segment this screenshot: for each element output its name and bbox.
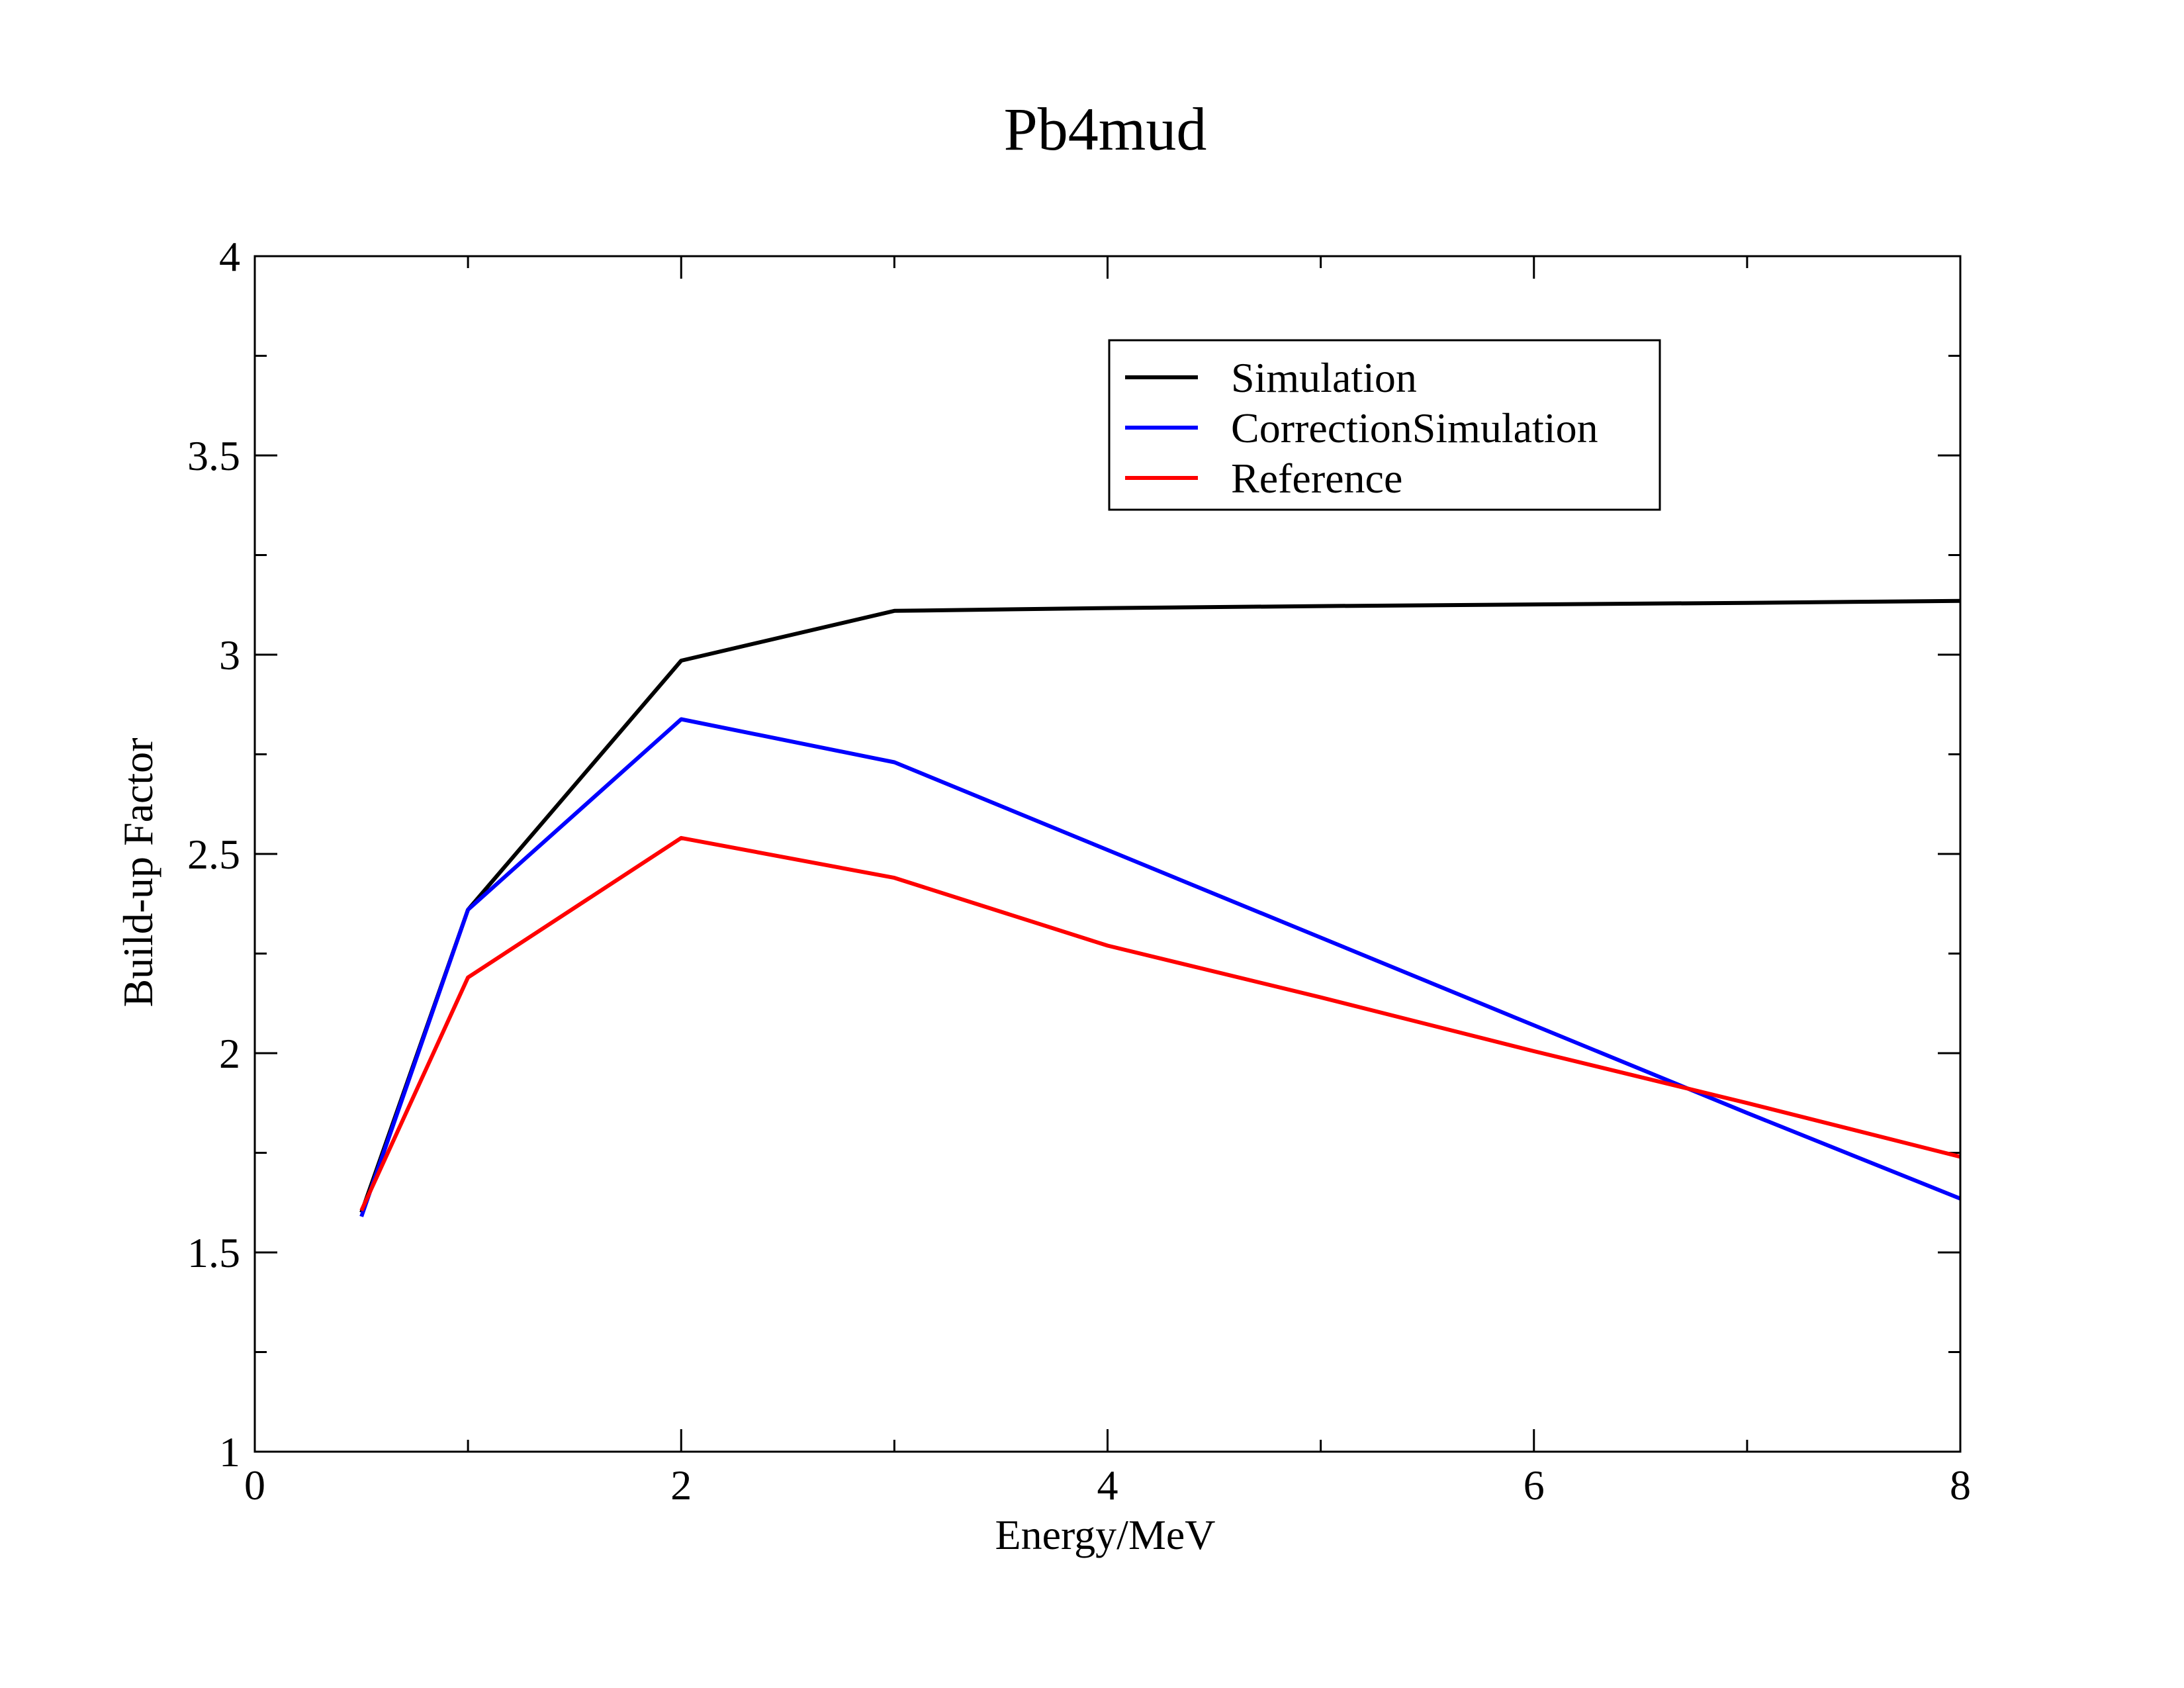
chart-title: Pb4mud: [1004, 95, 1207, 163]
legend-label: Simulation: [1231, 354, 1417, 401]
legend-box: [1108, 339, 1661, 511]
x-tick-label: 4: [1097, 1462, 1118, 1509]
y-tick-label: 1.5: [187, 1229, 240, 1276]
series-line-correctionsimulation: [359, 717, 1960, 1217]
y-tick-label: 1: [219, 1429, 240, 1476]
y-tick-label: 3: [219, 632, 240, 679]
y-tick-label: 3.5: [187, 432, 240, 479]
legend-label: Reference: [1231, 455, 1402, 502]
series-line-reference: [359, 835, 1960, 1212]
x-tick-label: 8: [1950, 1462, 1971, 1509]
y-tick-label: 2: [219, 1030, 240, 1077]
series-line-simulation: [359, 598, 1960, 1213]
legend-label: CorrectionSimulation: [1231, 404, 1598, 451]
x-axis-label: Energy/MeV: [995, 1511, 1216, 1558]
y-tick-label: 2.5: [187, 831, 240, 878]
series-layer: [359, 598, 1960, 1217]
y-tick-label: 4: [219, 233, 240, 280]
plot-frame: [253, 255, 1962, 1453]
x-tick-label: 6: [1524, 1462, 1545, 1509]
axes: 0 2 4 6 8 1 1.5 2 2.5 3 3.5 4: [187, 233, 1971, 1509]
y-axis-label: Build-up Factor: [114, 737, 161, 1007]
x-tick-label: 0: [244, 1462, 265, 1509]
x-tick-label: 2: [670, 1462, 692, 1509]
